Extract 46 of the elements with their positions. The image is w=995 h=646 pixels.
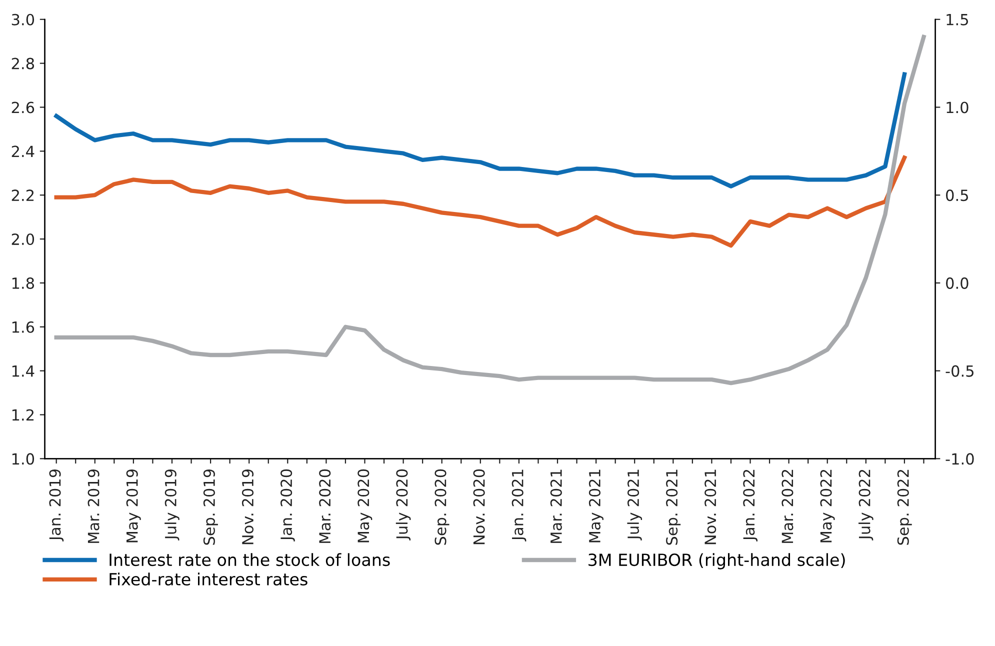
y2-tick-label: 1.5 [946,14,968,26]
x-tick-label: Mar. 2019 [88,469,100,543]
x-tick-label: Sep. 2022 [897,470,912,545]
x-tick-label: July 2021 [627,470,642,540]
x-tick-label: Jan. 2021 [512,470,526,542]
x-tick-label: July 2022 [858,470,874,540]
x-tick-label: Nov. 2020 [473,469,485,544]
x-tick-label: Mar. 2020 [319,469,331,543]
line-series [54,72,907,188]
x-tick-label: Nov. 2019 [242,469,254,544]
y-tick-label: 3.0 [12,14,34,26]
legend-label: Interest rate on the stock of loans [110,553,390,566]
y-tick-label: 2.8 [12,58,34,70]
x-tick-label: May 2022 [820,470,835,542]
x-tick-label: May 2021 [588,470,604,542]
x-tick-label: July 2019 [164,469,180,540]
x-tick-label: Mar. 2022 [782,470,794,543]
line-series [54,156,907,248]
x-tick-label: May 2019 [126,469,141,542]
x-tick-label: Jan. 2020 [280,469,295,542]
y-tick-label: 2.6 [12,102,34,114]
x-tick-label: Sep. 2020 [434,469,450,545]
y-tick-label: 2.0 [12,233,34,246]
y-tick-label: 1.0 [12,453,34,465]
x-tick-label: July 2020 [396,469,411,540]
legend-label: Fixed-rate interest rates [110,572,308,586]
x-tick-label: Nov. 2021 [704,470,716,544]
x-tick-label: Sep. 2019 [203,469,218,545]
y-tick-label: 1.2 [12,409,34,421]
y-tick-label: 1.6 [12,321,34,333]
x-tick-label: May 2020 [358,469,372,542]
y-tick-label: 1.4 [12,365,34,377]
legend-label: 3M EURIBOR (right-hand scale) [588,553,845,570]
x-tick-label: Jan. 2022 [743,470,758,542]
y2-tick-label: 1.0 [946,102,968,114]
y2-tick-label: 0.0 [946,277,968,289]
y-tick-label: 2.4 [12,146,34,157]
x-tick-label: Mar. 2021 [550,470,562,543]
y2-tick-label: 0.5 [946,190,968,202]
y-tick-label: 1.8 [12,277,34,289]
y2-tick-label: -0.5 [946,365,974,377]
y-tick-label: 2.2 [12,190,34,201]
y2-tick-label: -1.0 [946,453,974,465]
x-tick-label: Jan. 2019 [49,469,64,542]
line-series [54,34,926,386]
x-tick-label: Sep. 2021 [666,470,681,545]
